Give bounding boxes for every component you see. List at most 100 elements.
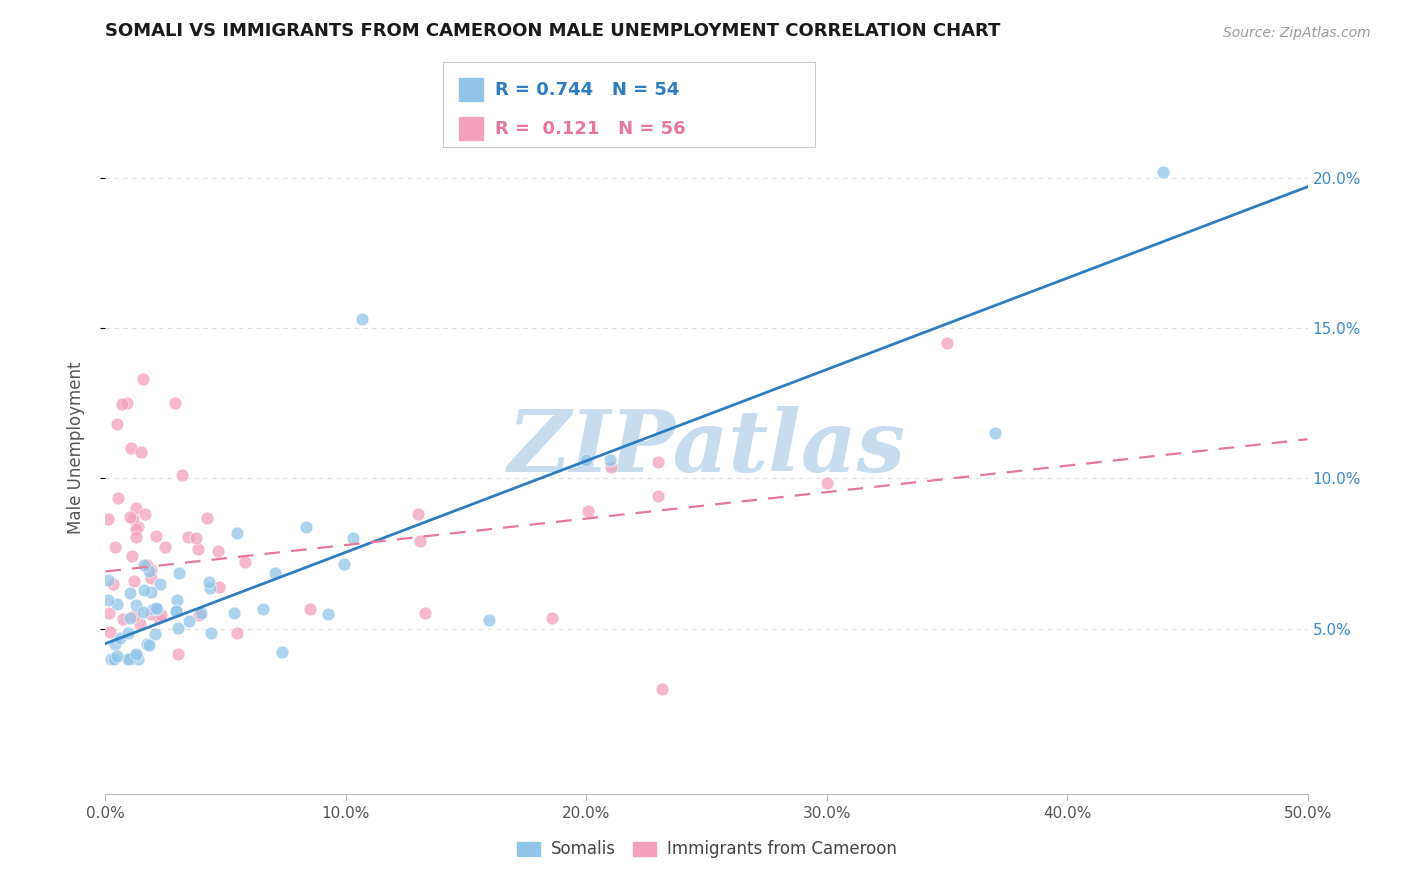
Point: [127, 651, 149, 665]
Point: [169, 566, 191, 580]
Point: [575, 453, 598, 467]
Point: [936, 336, 959, 351]
Point: [599, 453, 621, 467]
Point: [165, 604, 187, 618]
Point: [139, 584, 162, 599]
Point: [177, 614, 200, 628]
Point: [101, 576, 124, 591]
Point: [112, 612, 135, 626]
Point: [143, 627, 166, 641]
Point: [108, 631, 131, 645]
Point: [270, 645, 292, 659]
Point: [167, 647, 190, 661]
Point: [104, 637, 127, 651]
Point: [406, 507, 429, 521]
Point: [107, 491, 129, 505]
Point: [134, 558, 156, 572]
Point: [295, 520, 318, 534]
Point: [97, 511, 120, 525]
Point: [103, 651, 125, 665]
Point: [122, 574, 145, 588]
Point: [647, 489, 669, 503]
Text: Source: ZipAtlas.com: Source: ZipAtlas.com: [1223, 26, 1371, 40]
Point: [176, 531, 198, 545]
Point: [125, 522, 148, 536]
Point: [187, 541, 209, 556]
Point: [153, 541, 176, 555]
Point: [188, 607, 211, 622]
Point: [120, 651, 142, 665]
Point: [141, 563, 163, 577]
Point: [124, 501, 146, 516]
Point: [342, 531, 364, 545]
Point: [121, 549, 143, 563]
Point: [332, 557, 354, 571]
Point: [198, 574, 221, 589]
Point: [651, 681, 673, 696]
Point: [136, 637, 159, 651]
Point: [252, 602, 274, 616]
Point: [299, 602, 322, 616]
Point: [134, 507, 156, 521]
Point: [1152, 164, 1174, 178]
Point: [195, 511, 218, 525]
Point: [478, 613, 501, 627]
Point: [190, 607, 212, 621]
Point: [198, 582, 221, 596]
Point: [136, 558, 159, 572]
Point: [98, 625, 121, 640]
Point: [125, 530, 148, 544]
Point: [138, 638, 160, 652]
Point: [208, 580, 231, 594]
Point: [120, 611, 142, 625]
Point: [125, 599, 148, 613]
Point: [186, 532, 208, 546]
Point: [104, 541, 127, 555]
Text: R = 0.744   N = 54: R = 0.744 N = 54: [495, 80, 679, 98]
Point: [207, 543, 229, 558]
Point: [647, 455, 669, 469]
Point: [125, 648, 148, 663]
Point: [235, 555, 257, 569]
Point: [170, 468, 193, 483]
Point: [576, 504, 599, 518]
Point: [142, 602, 165, 616]
Point: [132, 605, 155, 619]
Point: [100, 651, 122, 665]
Text: ZIPatlas: ZIPatlas: [508, 407, 905, 490]
Point: [166, 592, 188, 607]
Point: [600, 460, 623, 475]
Point: [145, 600, 167, 615]
Point: [148, 611, 170, 625]
Point: [149, 576, 172, 591]
Point: [984, 426, 1007, 441]
Point: [98, 607, 121, 621]
Point: [141, 571, 163, 585]
Point: [316, 607, 339, 621]
Point: [121, 512, 143, 526]
Legend: Somalis, Immigrants from Cameroon: Somalis, Immigrants from Cameroon: [509, 834, 904, 865]
Point: [132, 372, 155, 386]
Point: [129, 444, 152, 458]
Point: [127, 519, 149, 533]
Point: [200, 625, 222, 640]
Point: [139, 607, 162, 621]
Point: [120, 442, 142, 456]
Point: [105, 417, 128, 432]
Point: [815, 476, 838, 491]
Point: [264, 566, 287, 581]
Point: [120, 510, 142, 524]
Text: R =  0.121   N = 56: R = 0.121 N = 56: [495, 120, 686, 137]
Point: [165, 604, 187, 618]
Point: [122, 608, 145, 623]
Point: [134, 583, 156, 598]
Point: [222, 606, 245, 620]
Point: [97, 593, 120, 607]
FancyBboxPatch shape: [458, 116, 484, 141]
Point: [117, 651, 139, 665]
Point: [226, 526, 249, 541]
Point: [128, 617, 150, 632]
Point: [150, 608, 173, 623]
Point: [120, 586, 142, 600]
Point: [413, 606, 436, 620]
